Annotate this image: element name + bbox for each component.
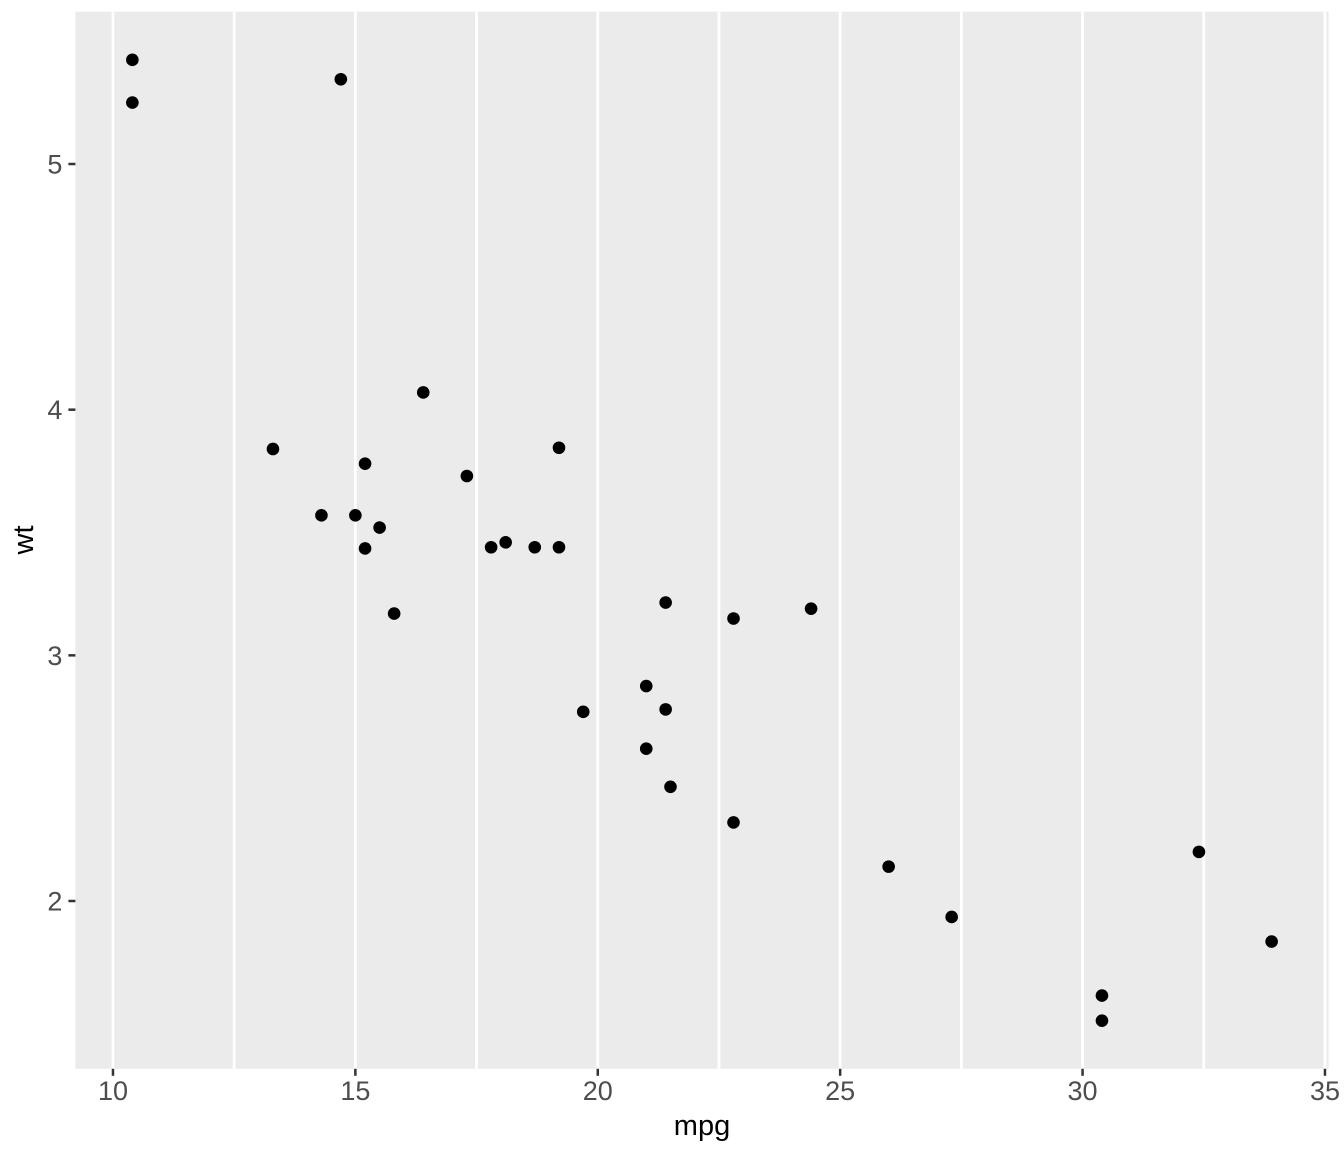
data-point	[659, 703, 672, 716]
data-point	[945, 910, 958, 924]
data-point	[804, 602, 818, 615]
data-point	[727, 816, 740, 829]
data-point	[664, 780, 677, 794]
data-point	[266, 442, 280, 456]
data-point	[552, 540, 566, 554]
plot-panel	[75, 11, 1329, 1069]
y-tick-label: 2	[47, 887, 62, 917]
data-point	[1095, 989, 1109, 1002]
data-point	[334, 72, 348, 86]
x-tick-label: 10	[98, 1076, 128, 1106]
panel-background	[75, 11, 1329, 1069]
data-point	[315, 509, 328, 522]
data-point	[126, 53, 139, 67]
x-tick-label: 20	[583, 1076, 613, 1106]
y-tick-label: 3	[47, 641, 62, 671]
data-point	[387, 607, 401, 620]
data-point	[358, 457, 372, 471]
data-point	[882, 860, 895, 873]
data-point	[1095, 1014, 1109, 1027]
data-point	[727, 612, 740, 625]
y-tick-label: 5	[47, 150, 62, 180]
x-tick-label: 35	[1310, 1076, 1340, 1106]
data-points	[126, 53, 1278, 1027]
data-point	[460, 469, 474, 483]
data-point	[1192, 845, 1206, 859]
data-point	[639, 742, 653, 755]
data-point	[416, 386, 430, 399]
axes: 10 15 20 25 30 35 2 3 4 5	[47, 150, 1340, 1106]
data-point	[484, 540, 498, 554]
data-point	[552, 441, 566, 455]
x-tick-label: 25	[825, 1076, 855, 1106]
data-point	[1265, 935, 1278, 948]
data-point	[639, 679, 653, 693]
data-point	[576, 705, 590, 719]
data-point	[373, 521, 386, 534]
data-point	[349, 509, 362, 522]
x-tick-label: 15	[340, 1076, 370, 1106]
x-axis-title: mpg	[674, 1110, 730, 1142]
data-point	[659, 596, 672, 609]
data-point	[528, 540, 542, 554]
y-tick-label: 4	[47, 395, 62, 425]
data-point	[126, 96, 139, 109]
data-point	[499, 536, 512, 549]
gridlines	[111, 11, 1327, 1069]
x-tick-label: 30	[1068, 1076, 1098, 1106]
data-point	[358, 542, 372, 555]
y-axis-title: wt	[8, 526, 40, 556]
